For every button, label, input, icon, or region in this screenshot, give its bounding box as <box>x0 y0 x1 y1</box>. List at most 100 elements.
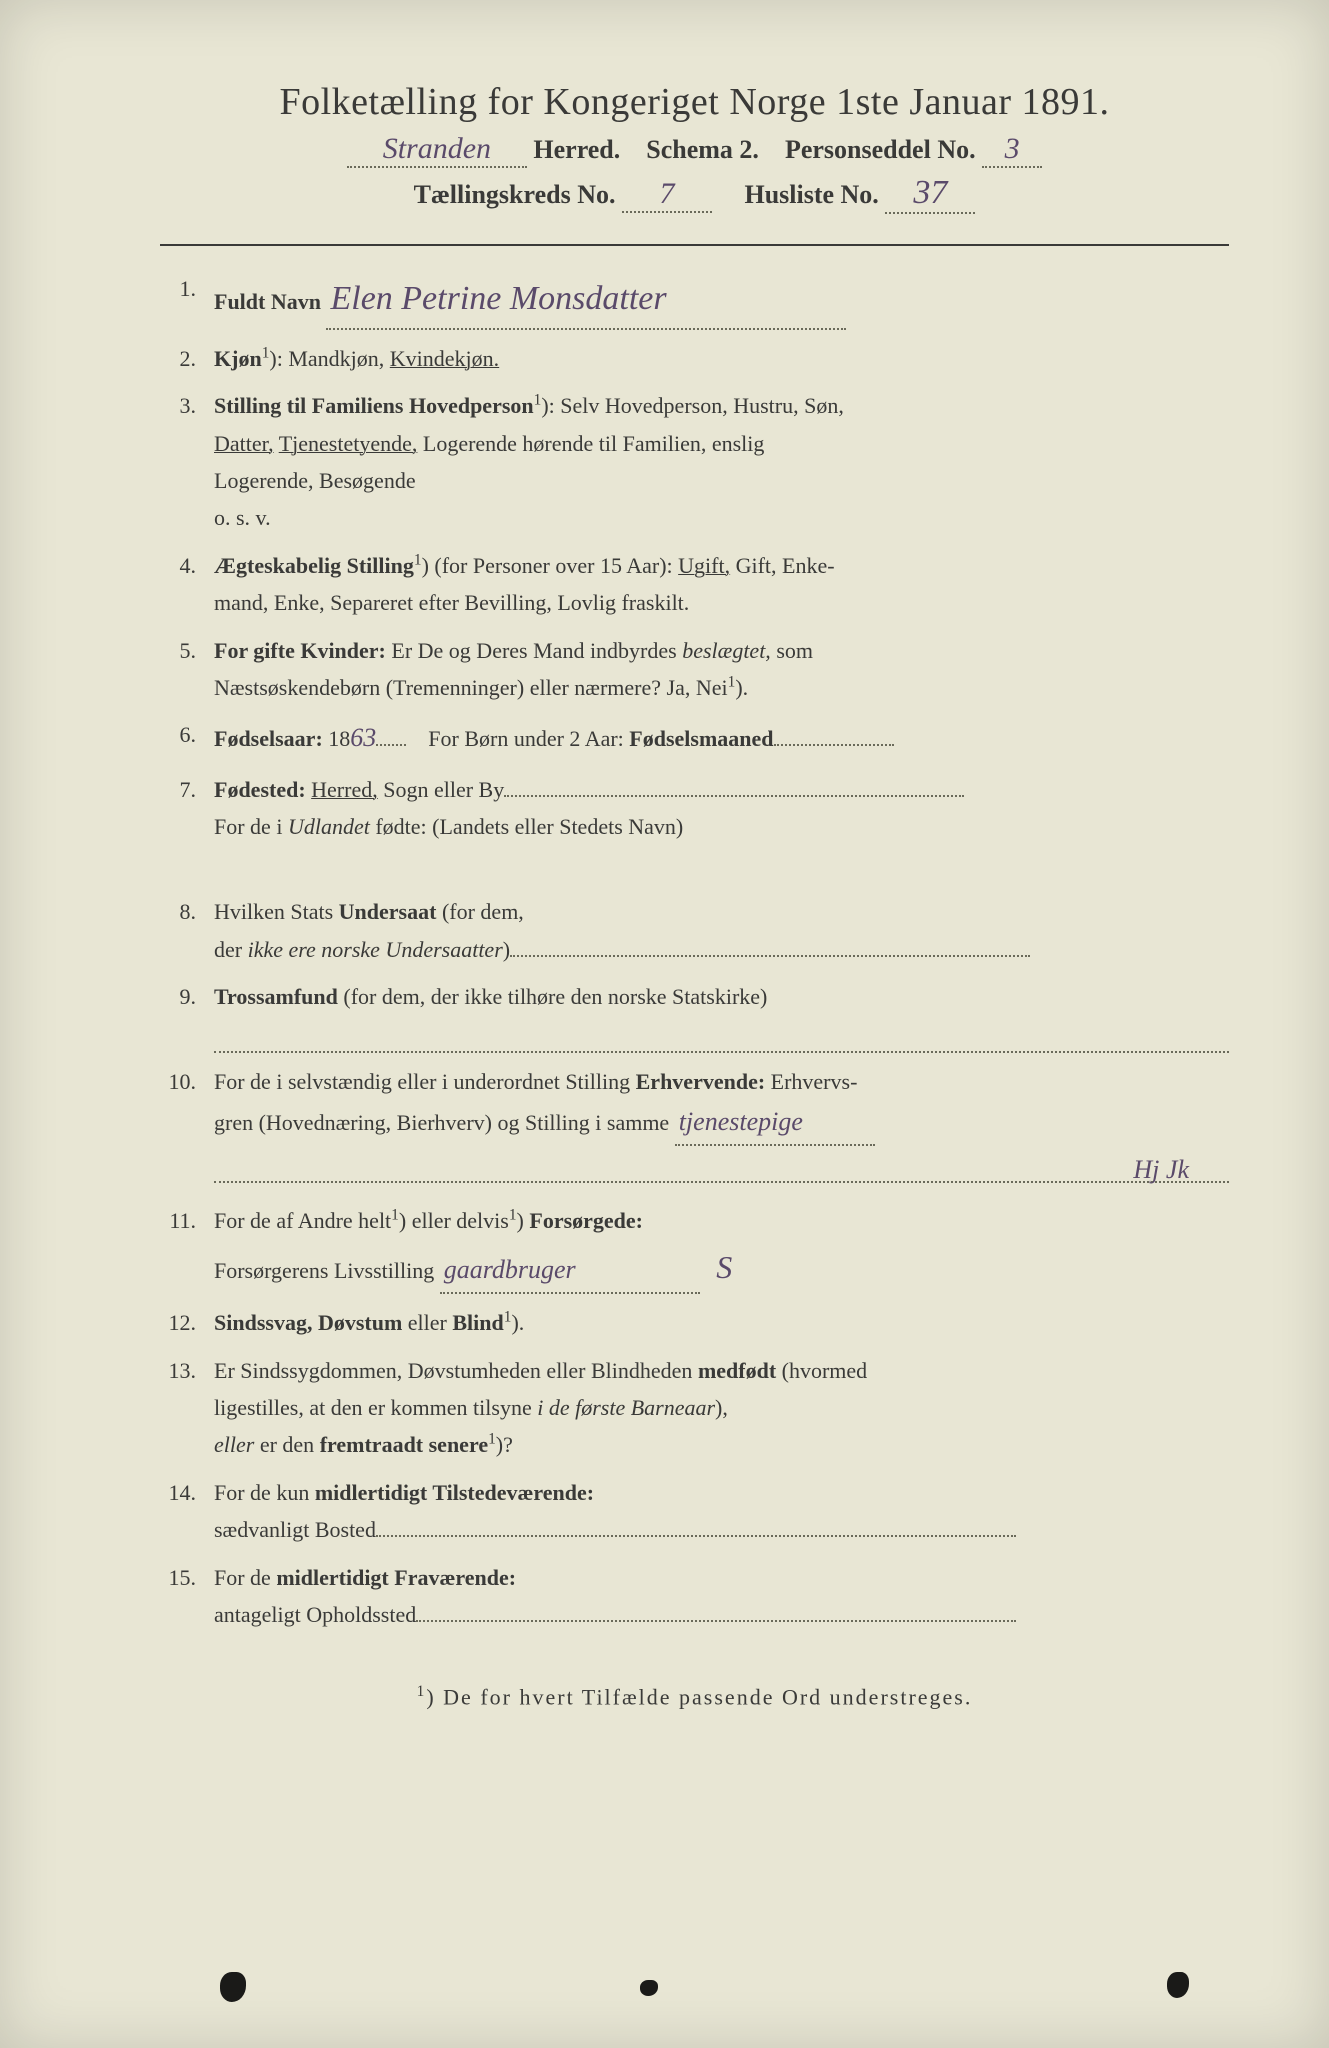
field-num: 14. <box>160 1474 214 1549</box>
provider-mark: S <box>716 1249 732 1285</box>
text: Erhvervs- <box>771 1069 858 1094</box>
text: Hvilken Stats <box>214 899 333 924</box>
field-15: 15. For de midlertidigt Fraværende: anta… <box>160 1559 1229 1634</box>
field-11: 11. For de af Andre helt1) eller delvis1… <box>160 1202 1229 1294</box>
text: mand, Enke, Separeret efter Bevilling, L… <box>214 590 689 615</box>
close: ) <box>503 937 510 962</box>
herred-label: Herred. <box>533 135 620 164</box>
ink-blot-icon <box>220 1972 246 2002</box>
year-prefix: 18 <box>328 726 350 751</box>
field-7: 7. Fødested: Herred, Sogn eller By For d… <box>160 771 1229 846</box>
bold: Blind <box>452 1310 503 1335</box>
text: eller <box>408 1310 447 1335</box>
text-italic: eller <box>214 1432 254 1457</box>
bold: medfødt <box>698 1358 776 1383</box>
herred-underlined: Herred, <box>311 777 378 802</box>
personseddel-no: 3 <box>982 132 1042 168</box>
close: ): <box>541 393 554 418</box>
footnote-text: ) De for hvert Tilfælde passende Ord und… <box>426 1685 972 1710</box>
form-title: Folketælling for Kongeriget Norge 1ste J… <box>160 80 1229 124</box>
field-num: 4. <box>160 547 214 622</box>
text: fødte: (Landets eller Stedets Navn) <box>375 814 683 839</box>
kreds-label: Tællingskreds No. <box>414 180 616 209</box>
occupation-value: tjenestepige <box>675 1100 875 1146</box>
field-label: Fuldt Navn <box>214 289 321 314</box>
text: Selv Hovedperson, Hustru, Søn, <box>560 393 844 418</box>
name-value: Elen Petrine Monsdatter <box>326 270 846 330</box>
field-4: 4. Ægteskabelig Stilling1) (for Personer… <box>160 547 1229 622</box>
provider-value: gaardbruger <box>440 1248 700 1294</box>
text: Sogn eller By <box>383 777 504 802</box>
field-14: 14. For de kun midlertidigt Tilstedevære… <box>160 1474 1229 1549</box>
bold: Undersaat <box>339 899 437 924</box>
text: ligestilles, at den er kommen tilsyne <box>214 1395 532 1420</box>
text: For de af Andre helt <box>214 1208 391 1233</box>
field-num: 12. <box>160 1304 214 1341</box>
field-12: 12. Sindssvag, Døvstum eller Blind1). <box>160 1304 1229 1341</box>
personseddel-label: Personseddel No. <box>785 135 976 164</box>
field-num: 2. <box>160 340 214 377</box>
ink-blot-icon <box>640 1980 658 1996</box>
sup: 1 <box>414 551 422 568</box>
text: For de kun <box>214 1480 309 1505</box>
field-num: 5. <box>160 632 214 707</box>
field-2: 2. Kjøn1): Mandkjøn, Kvindekjøn. <box>160 340 1229 377</box>
field-num: 11. <box>160 1202 214 1294</box>
close: ) <box>517 1208 524 1233</box>
field-num: 9. <box>160 978 214 1053</box>
label2: For Børn under 2 Aar: <box>428 726 624 751</box>
text: Næstsøskendebørn (Tremenninger) eller næ… <box>214 675 728 700</box>
text: For de i <box>214 814 282 839</box>
text: Forsørgerens Livsstilling <box>214 1258 434 1283</box>
field-num: 13. <box>160 1352 214 1464</box>
text: Logerende hørende til Familien, enslig <box>423 431 765 456</box>
dotted-line <box>214 1017 1229 1052</box>
text: antageligt Opholdssted <box>214 1602 416 1627</box>
text: gren (Hovednæring, Bierhverv) og Stillin… <box>214 1110 669 1135</box>
close: ): <box>269 346 282 371</box>
field-9: 9. Trossamfund (for dem, der ikke tilhør… <box>160 978 1229 1053</box>
text: (for dem, der ikke tilhøre den norske St… <box>343 984 767 1009</box>
field-label: Ægteskabelig Stilling <box>214 553 414 578</box>
text: ), <box>715 1395 728 1420</box>
ink-blot-icon <box>1167 1972 1189 1998</box>
field-num: 10. <box>160 1063 214 1193</box>
sup: 1 <box>391 1207 399 1224</box>
sex-female-underlined: Kvindekjøn. <box>390 346 499 371</box>
annotation-value: Hj Jk <box>1133 1148 1189 1192</box>
field-1: 1. Fuldt Navn Elen Petrine Monsdatter <box>160 270 1229 330</box>
header-line-3: Tællingskreds No. 7 Husliste No. 37 <box>160 174 1229 214</box>
schema-label: Schema 2. <box>646 135 759 164</box>
text: som <box>776 638 813 663</box>
census-form-page: Folketælling for Kongeriget Norge 1ste J… <box>0 0 1329 2048</box>
close: )? <box>496 1432 513 1457</box>
year-value: 63 <box>350 723 376 752</box>
text: Logerende, Besøgende <box>214 468 416 493</box>
field-label: Fødselsaar: <box>214 726 323 751</box>
field-13: 13. Er Sindssygdommen, Døvstumheden elle… <box>160 1352 1229 1464</box>
paren: (for Personer over 15 Aar): <box>434 553 672 578</box>
label3: Fødselsmaaned <box>629 726 773 751</box>
sup: 1 <box>488 1431 496 1448</box>
text: (hvormed <box>782 1358 868 1383</box>
footnote: 1) De for hvert Tilfælde passende Ord un… <box>160 1683 1229 1710</box>
text-italic: beslægtet, <box>682 638 771 663</box>
text-italic: Udlandet <box>288 814 370 839</box>
text: der <box>214 937 242 962</box>
husliste-label: Husliste No. <box>744 180 878 209</box>
bold: Sindssvag, Døvstum <box>214 1310 402 1335</box>
field-label: Stilling til Familiens Hovedperson <box>214 393 534 418</box>
field-num: 3. <box>160 387 214 537</box>
dotted-line: Hj Jk <box>214 1148 1229 1183</box>
text: For de <box>214 1565 271 1590</box>
ugift-underlined: Ugift, <box>678 553 730 578</box>
text: Gift, Enke- <box>736 553 835 578</box>
field-5: 5. For gifte Kvinder: Er De og Deres Man… <box>160 632 1229 707</box>
bold: fremtraadt senere <box>320 1432 488 1457</box>
close: ). <box>735 675 748 700</box>
field-num: 7. <box>160 771 214 846</box>
text: Er De og Deres Mand indbyrdes <box>391 638 676 663</box>
text: sædvanligt Bosted <box>214 1517 376 1542</box>
field-num: 8. <box>160 893 214 968</box>
text-italic: i de første Barneaar <box>537 1395 715 1420</box>
